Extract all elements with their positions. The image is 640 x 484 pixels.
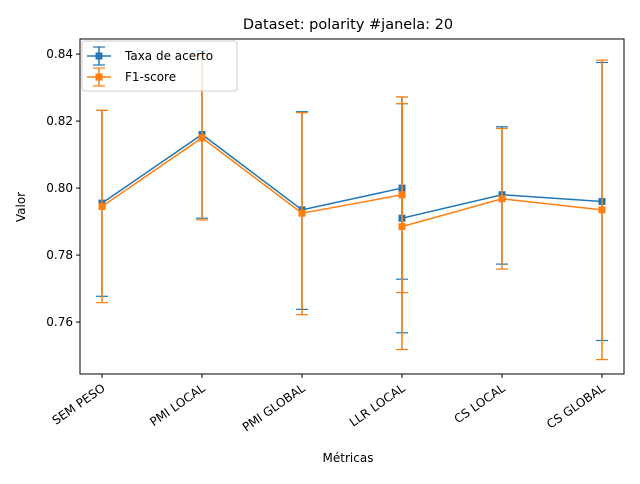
y-tick-label: 0.80 <box>46 181 73 195</box>
legend-marker-taxa <box>95 52 103 60</box>
x-axis-label: Métricas <box>323 451 374 465</box>
data-point <box>98 203 106 210</box>
legend-box <box>81 40 238 92</box>
legend-marker-f1 <box>95 73 103 81</box>
legend: Taxa de acerto F1-score <box>81 40 238 92</box>
chart-title: Dataset: polarity #janela: 20 <box>243 17 453 33</box>
axes-frame <box>79 38 625 375</box>
y-tick-label: 0.76 <box>46 315 73 329</box>
legend-label-f1: F1-score <box>125 70 176 84</box>
data-point <box>298 209 306 217</box>
series-1 <box>96 55 608 361</box>
y-axis-label: Valor <box>14 192 28 222</box>
legend-entry-taxa: Taxa de acerto <box>87 46 213 66</box>
y-tick-label: 0.84 <box>46 47 73 61</box>
data-point <box>398 191 406 199</box>
y-tick-label: 0.82 <box>46 114 73 128</box>
data-point <box>498 195 506 203</box>
data-point <box>598 206 606 214</box>
legend-label-taxa: Taxa de acerto <box>124 49 213 63</box>
data-point <box>198 134 206 142</box>
data-point <box>398 223 406 231</box>
legend-entry-f1: F1-score <box>87 67 176 87</box>
y-tick-label: 0.78 <box>46 248 73 262</box>
